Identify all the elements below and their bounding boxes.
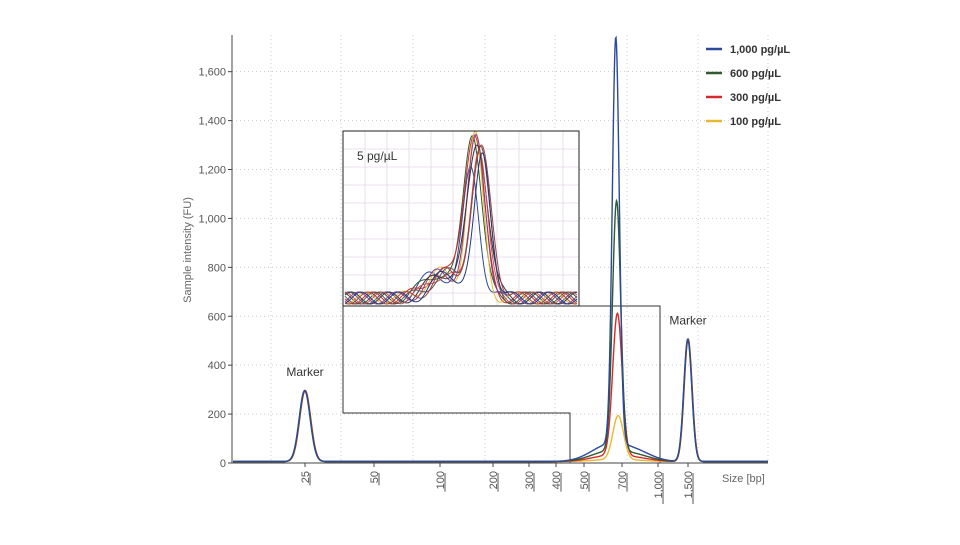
connector-left xyxy=(342,306,571,463)
y-tick-label: 800 xyxy=(208,262,226,274)
inset-series xyxy=(344,130,578,305)
x-tick-label: 500 xyxy=(579,471,591,489)
y-tick-label: 0 xyxy=(220,458,226,470)
x-tick-label: 700 xyxy=(617,471,629,489)
legend-entry: 300 pg/µL xyxy=(730,92,781,104)
y-tick-label: 600 xyxy=(208,311,226,323)
y-tick-label: 1,600 xyxy=(198,67,226,79)
y-tick-label: 200 xyxy=(208,409,226,421)
inset-series-line xyxy=(344,152,578,305)
x-axis-title: Size [bp] xyxy=(722,473,765,485)
inset-label: 5 pg/µL xyxy=(357,149,398,163)
x-tick-label: 100 xyxy=(435,471,447,489)
x-tick-label: 25 xyxy=(300,471,312,483)
legend-entry: 100 pg/µL xyxy=(730,116,781,128)
legend-entry: 600 pg/µL xyxy=(730,68,781,80)
x-ticks: 25 50 100 200 300 400 500 700 1,000 1,500 xyxy=(300,463,695,504)
y-tick-label: 400 xyxy=(208,360,226,372)
axis-layer: Sample intensity (FU) Size [bp] xyxy=(182,35,768,485)
inset-series-line xyxy=(344,133,578,305)
legend: 1,000 pg/µL 600 pg/µL 300 pg/µL 100 pg/µL xyxy=(706,44,790,128)
y-tick-label: 1,400 xyxy=(198,116,226,128)
connector-right xyxy=(579,305,661,463)
legend-entry: 1,000 pg/µL xyxy=(730,44,790,56)
series-layer xyxy=(233,35,768,463)
marker-label-left: Marker xyxy=(286,365,323,379)
x-tick-label: 200 xyxy=(488,471,500,489)
inset-series-line xyxy=(344,130,578,305)
x-tick-label: 1,000 xyxy=(653,471,665,499)
inset-series-line xyxy=(344,149,578,305)
inset-connector xyxy=(342,305,661,463)
x-tick-label: 300 xyxy=(524,471,536,489)
y-ticks: 0 200 400 600 800 1,000 1,200 1,400 1,600 xyxy=(198,67,232,470)
y-tick-label: 1,000 xyxy=(198,213,226,225)
y-tick-label: 1,200 xyxy=(198,165,226,177)
inset-plot: 5 pg/µL xyxy=(342,130,580,307)
series-line xyxy=(233,35,768,463)
x-tick-label: 50 xyxy=(369,471,381,483)
x-tick-label: 400 xyxy=(551,471,563,489)
marker-label-right: Marker xyxy=(669,314,706,328)
inset-frame xyxy=(342,130,580,307)
inset-series-line xyxy=(344,144,578,305)
annotations: Marker Marker xyxy=(286,314,706,379)
x-tick-label: 1,500 xyxy=(683,471,695,499)
y-axis-title: Sample intensity (FU) xyxy=(182,197,194,303)
